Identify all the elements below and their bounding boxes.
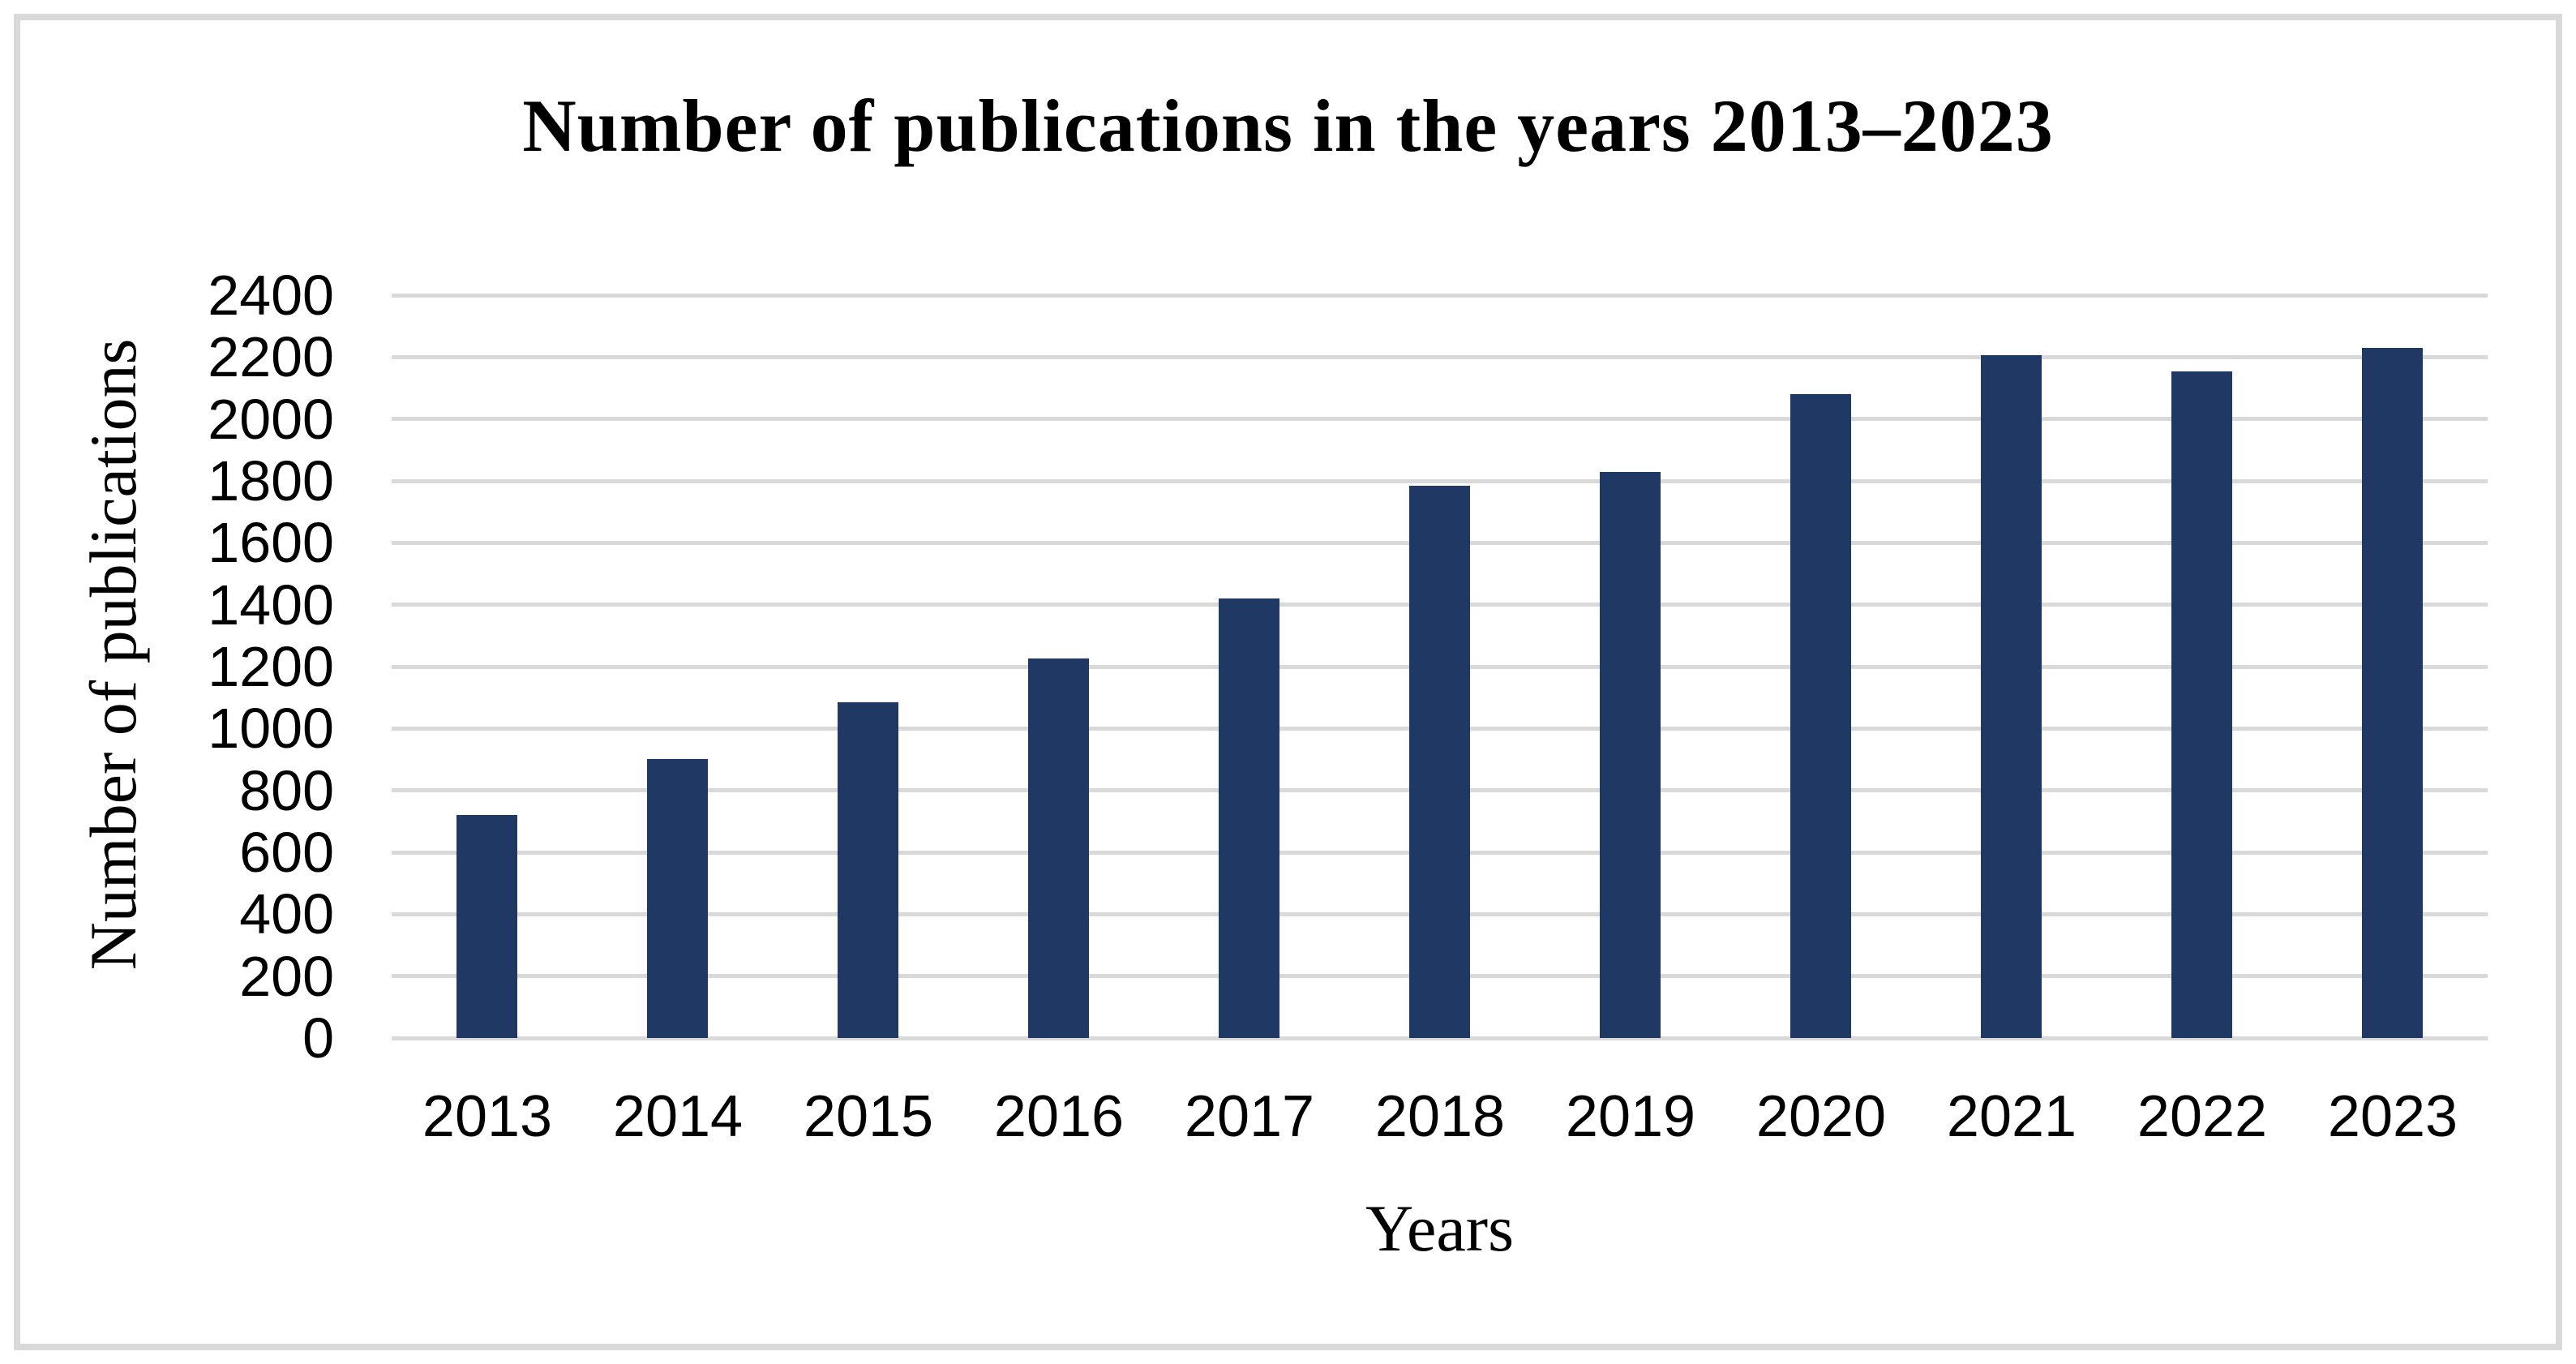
y-tick-label: 600 <box>239 821 334 884</box>
x-tick-label: 2015 <box>803 1084 934 1149</box>
gridline <box>392 1036 2488 1040</box>
x-tick-label: 2014 <box>612 1084 744 1149</box>
bar-2023 <box>2362 348 2423 1038</box>
y-tick-label: 2000 <box>208 387 334 451</box>
bar-2018 <box>1409 486 1470 1038</box>
gridline <box>392 354 2488 359</box>
y-tick-label: 2200 <box>208 325 334 389</box>
x-tick-label: 2017 <box>1184 1084 1315 1149</box>
plot-area <box>392 293 2488 1040</box>
x-tick-label: 2019 <box>1565 1084 1696 1149</box>
bar-2013 <box>456 815 517 1038</box>
x-tick-label: 2018 <box>1374 1084 1506 1149</box>
bar-2017 <box>1219 598 1279 1038</box>
x-tick-label: 2023 <box>2327 1084 2458 1149</box>
bar-2020 <box>1790 394 1851 1038</box>
gridline <box>392 293 2488 298</box>
y-axis-ticks: 0 200 400 600 800 1000 1200 1400 1600 1800 2000 220… <box>0 264 334 1070</box>
y-tick-label: 800 <box>239 758 334 822</box>
y-tick-label: 400 <box>239 882 334 946</box>
y-tick-label: 1600 <box>208 511 334 575</box>
bar-2016 <box>1028 658 1089 1038</box>
chart-title: Number of publications in the years 2013… <box>522 84 2054 167</box>
x-axis-ticks: 2013 2014 2015 2016 2017 2018 2019 2020 2021 2022… <box>392 1083 2488 1156</box>
y-tick-label: 2400 <box>208 264 334 327</box>
x-tick-label: 2013 <box>422 1084 553 1149</box>
x-tick-label: 2020 <box>1755 1084 1887 1149</box>
bar-2022 <box>2171 371 2232 1038</box>
gridline <box>392 417 2488 422</box>
x-tick-label: 2022 <box>2137 1084 2268 1149</box>
y-tick-label: 1200 <box>208 635 334 698</box>
bar-2015 <box>838 702 898 1038</box>
x-axis-title: Years <box>1365 1191 1515 1265</box>
y-tick-label: 200 <box>239 944 334 1008</box>
x-tick-label: 2021 <box>1946 1084 2077 1149</box>
y-tick-label: 1400 <box>208 573 334 637</box>
bar-2019 <box>1600 472 1661 1038</box>
bar-2014 <box>647 759 708 1038</box>
y-tick-label: 1000 <box>208 697 334 761</box>
bar-2021 <box>1981 355 2042 1038</box>
y-tick-label: 0 <box>302 1006 334 1070</box>
gridline <box>392 478 2488 483</box>
x-tick-label: 2016 <box>993 1084 1125 1149</box>
y-tick-label: 1800 <box>208 449 334 513</box>
